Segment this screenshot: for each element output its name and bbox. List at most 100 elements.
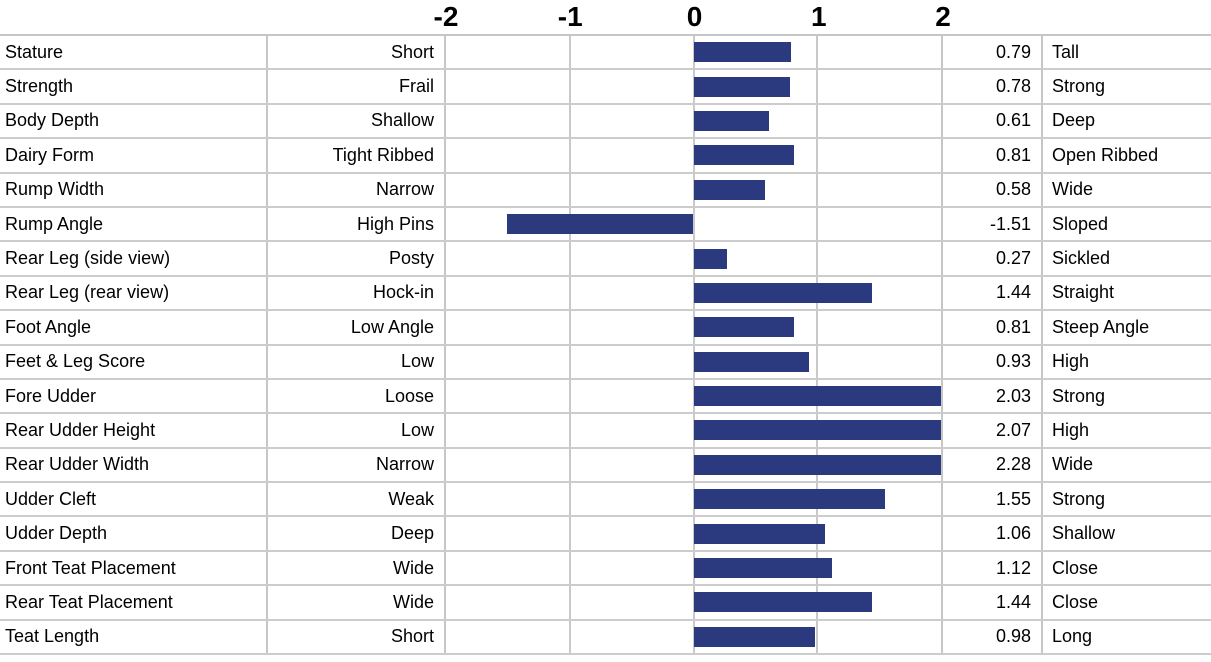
- gridline: [816, 36, 819, 69]
- low-descriptor-label: Tight Ribbed: [268, 139, 446, 172]
- bar-plot-area: [446, 70, 943, 103]
- sta-bar: [693, 317, 794, 338]
- gridline: [816, 242, 819, 275]
- trait-label: Body Depth: [0, 104, 268, 138]
- low-descriptor-label: Low: [268, 345, 446, 378]
- bar-plot-area: [446, 517, 943, 550]
- sta-bar: [693, 145, 794, 166]
- trait-label: Stature: [0, 36, 268, 69]
- low-descriptor-label: Wide: [268, 551, 446, 585]
- low-descriptor-label: Shallow: [268, 104, 446, 138]
- gridline: [568, 414, 571, 447]
- high-descriptor-label: Close: [1052, 591, 1099, 612]
- sta-bar: [693, 42, 792, 63]
- trait-label: Feet & Leg Score: [0, 345, 268, 378]
- trait-row: Udder Cleft Weak 1.55 Strong: [0, 483, 1211, 518]
- axis-tick-label: -2: [433, 1, 459, 32]
- sta-bar: [693, 558, 833, 579]
- sta-value: 0.93: [943, 345, 1043, 378]
- bar-plot-area: [446, 586, 943, 619]
- bar-plot-area: [446, 104, 943, 138]
- gridline: [568, 36, 571, 69]
- trait-row: Front Teat Placement Wide 1.12 Close: [0, 551, 1211, 587]
- high-descriptor-label: Strong: [1052, 488, 1106, 509]
- axis-tick-label: 0: [686, 1, 703, 32]
- trait-label: Rear Leg (side view): [0, 242, 268, 275]
- sta-value: -1.51: [943, 207, 1043, 241]
- bar-plot-area: [446, 345, 943, 378]
- gridline: [816, 620, 819, 654]
- trait-label: Udder Cleft: [0, 483, 268, 516]
- trait-row: Fore Udder Loose 2.03 Strong: [0, 379, 1211, 415]
- low-descriptor-label: High Pins: [268, 207, 446, 241]
- low-descriptor-label: Weak: [268, 483, 446, 516]
- trait-row: Dairy Form Tight Ribbed 0.81 Open Ribbed: [0, 139, 1211, 174]
- sta-bar: [693, 592, 872, 613]
- gridline: [568, 483, 571, 516]
- sta-value: 2.28: [943, 448, 1043, 482]
- high-descriptor-label: Wide: [1052, 179, 1094, 200]
- gridline: [568, 139, 571, 172]
- high-descriptor-label: High: [1052, 419, 1090, 440]
- sta-value: 1.44: [943, 586, 1043, 619]
- trait-label: Strength: [0, 70, 268, 103]
- low-descriptor-label: Short: [268, 36, 446, 69]
- low-descriptor-label: Deep: [268, 517, 446, 550]
- sta-value: 0.81: [943, 139, 1043, 172]
- trait-label: Rump Width: [0, 173, 268, 206]
- high-descriptor-label: Steep Angle: [1052, 316, 1150, 337]
- trait-row: Rear Leg (rear view) Hock-in 1.44 Straig…: [0, 276, 1211, 312]
- gridline: [568, 104, 571, 138]
- sta-value: 1.55: [943, 483, 1043, 516]
- high-descriptor-label: Strong: [1052, 385, 1106, 406]
- axis-header: -2 -1 0 1 2: [0, 0, 1211, 36]
- trait-label: Udder Depth: [0, 517, 268, 550]
- sta-bar: [506, 214, 694, 235]
- low-descriptor-label: Posty: [268, 242, 446, 275]
- gridline: [568, 517, 571, 550]
- trait-label: Teat Length: [0, 620, 268, 654]
- low-descriptor-label: Wide: [268, 586, 446, 619]
- bar-plot-area: [446, 242, 943, 275]
- sta-value: 1.44: [943, 276, 1043, 310]
- low-descriptor-label: Loose: [268, 379, 446, 413]
- low-descriptor-label: Low: [268, 414, 446, 447]
- trait-row: Rear Teat Placement Wide 1.44 Close: [0, 586, 1211, 621]
- sta-bar: [693, 351, 809, 372]
- low-descriptor-label: Short: [268, 620, 446, 654]
- gridline: [816, 104, 819, 138]
- trait-row: Rear Leg (side view) Posty 0.27 Sickled: [0, 242, 1211, 277]
- sta-bar: [693, 420, 941, 441]
- gridline: [816, 311, 819, 344]
- sta-bar: [693, 489, 886, 510]
- high-descriptor-label: Deep: [1052, 110, 1096, 131]
- trait-label: Front Teat Placement: [0, 551, 268, 585]
- sta-bar: [693, 626, 815, 647]
- high-descriptor-label: Close: [1052, 557, 1099, 578]
- gridline: [816, 173, 819, 206]
- high-descriptor-label: Straight: [1052, 282, 1115, 303]
- trait-row: Stature Short 0.79 Tall: [0, 36, 1211, 71]
- sta-bar: [693, 523, 825, 544]
- bar-plot-area: [446, 414, 943, 447]
- axis-tick-label: -1: [557, 1, 583, 32]
- low-descriptor-label: Narrow: [268, 173, 446, 206]
- trait-label: Rear Udder Height: [0, 414, 268, 447]
- sta-bar: [693, 282, 872, 303]
- sta-value: 2.07: [943, 414, 1043, 447]
- sta-value: 0.79: [943, 36, 1043, 69]
- bar-plot-area: [446, 311, 943, 344]
- gridline: [568, 70, 571, 103]
- high-descriptor-label: Strong: [1052, 76, 1106, 97]
- sta-value: 1.12: [943, 551, 1043, 585]
- gridline: [816, 345, 819, 378]
- bar-plot-area: [446, 173, 943, 206]
- gridline: [568, 551, 571, 585]
- trait-row: Udder Depth Deep 1.06 Shallow: [0, 517, 1211, 552]
- gridline: [568, 586, 571, 619]
- bar-plot-area: [446, 276, 943, 310]
- sta-bar: [693, 179, 766, 200]
- gridline: [568, 379, 571, 413]
- low-descriptor-label: Frail: [268, 70, 446, 103]
- gridline: [568, 345, 571, 378]
